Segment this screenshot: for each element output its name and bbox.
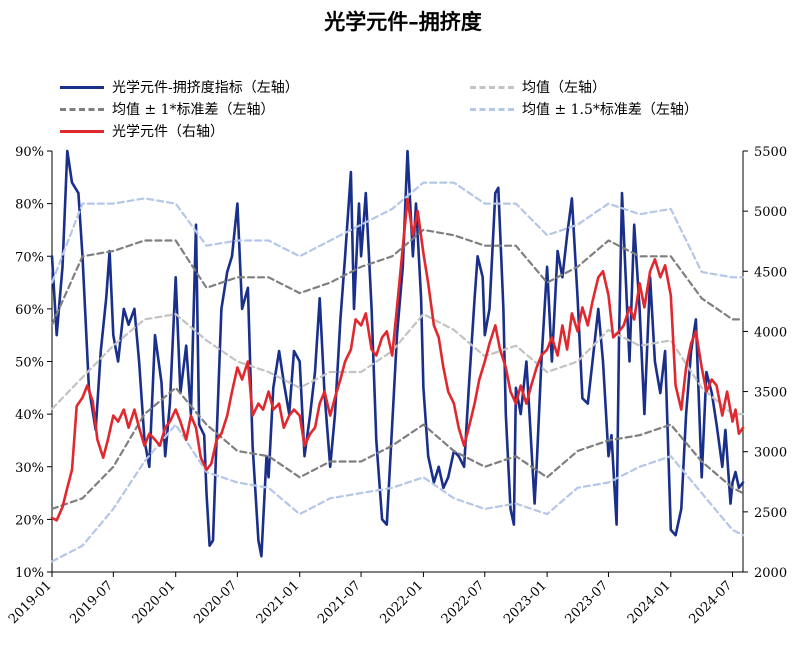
x-tick-label: 2022-01 (377, 578, 426, 627)
series-line-1 (50, 313, 745, 416)
legend-label-mean: 均值（左轴） (522, 80, 606, 96)
series-line-3 (50, 386, 745, 510)
y-right-tick-label: 2500 (754, 506, 787, 521)
y-left-tick-label: 60% (15, 303, 44, 318)
y-left-tick-label: 20% (15, 513, 44, 528)
legend-swatch-crowding-index (60, 85, 104, 89)
legend-item-mean-1std: 均值 ± 1*标准差（左轴） (60, 100, 275, 118)
x-tick-label: 2023-07 (562, 578, 611, 627)
y-right-tick-label: 4500 (754, 265, 787, 280)
y-right-tick-label: 5000 (754, 205, 787, 220)
legend-label-optical-index: 光学元件（右轴） (112, 124, 224, 140)
legend-swatch-mean-1-5std (470, 107, 514, 111)
y-right-tick-label: 3000 (754, 446, 787, 461)
x-tick-label: 2021-07 (315, 578, 364, 627)
x-tick-label: 2020-07 (191, 578, 240, 627)
y-right-tick-label: 4000 (754, 325, 787, 340)
series-line-5 (50, 423, 745, 563)
x-tick-label: 2024-01 (625, 578, 674, 627)
legend-swatch-optical-index (60, 129, 104, 133)
legend-swatch-mean (470, 85, 514, 89)
x-tick-label: 2021-01 (254, 578, 303, 627)
legend-swatch-mean-1std (60, 107, 104, 111)
legend-label-crowding-index: 光学元件-拥挤度指标（左轴） (112, 80, 299, 96)
y-left-tick-label: 30% (15, 461, 44, 476)
y-left-tick-label: 70% (15, 250, 44, 265)
x-tick-label: 2019-01 (6, 578, 55, 627)
series-line-6 (50, 197, 745, 522)
x-tick-label: 2023-01 (501, 578, 550, 627)
x-tick-label: 2024-07 (687, 578, 736, 627)
legend-item-optical-index: 光学元件（右轴） (60, 122, 224, 140)
legend-item-crowding-index: 光学元件-拥挤度指标（左轴） (60, 78, 299, 96)
legend-label-mean-1std: 均值 ± 1*标准差（左轴） (112, 102, 275, 118)
y-right-tick-label: 5500 (754, 145, 787, 160)
chart-title: 光学元件–拥挤度 (324, 9, 482, 34)
x-tick-label: 2020-01 (130, 578, 179, 627)
series-line-0 (50, 149, 745, 558)
y-right-tick-label: 2000 (754, 566, 787, 581)
chart-series (50, 149, 745, 563)
chart-axes: 10% 20% 30% 40% 50% 60% 70% 80% 90% 2000 2500 3000 3… (6, 145, 787, 627)
legend-item-mean-1-5std: 均值 ± 1.5*标准差（左轴） (470, 100, 698, 118)
legend-item-mean: 均值（左轴） (470, 78, 606, 96)
x-tick-label: 2022-07 (439, 578, 488, 627)
y-left-tick-label: 40% (15, 408, 44, 423)
y-left-tick-label: 10% (15, 566, 44, 581)
y-left-tick-label: 90% (15, 145, 44, 160)
series-line-2 (50, 228, 745, 326)
legend-label-mean-1-5std: 均值 ± 1.5*标准差（左轴） (522, 102, 698, 118)
y-right-tick-label: 3500 (754, 386, 787, 401)
y-left-tick-label: 50% (15, 356, 44, 371)
y-left-tick-label: 80% (15, 198, 44, 213)
series-line-4 (50, 181, 745, 284)
x-tick-label: 2019-07 (67, 578, 116, 627)
